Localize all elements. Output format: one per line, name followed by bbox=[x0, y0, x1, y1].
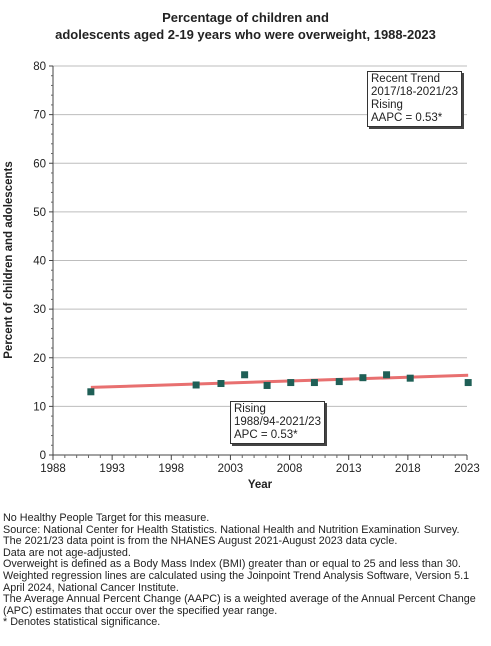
footnote: The Average Annual Percent Change (AAPC)… bbox=[3, 593, 476, 617]
trend-line-group bbox=[90, 373, 469, 389]
overall-trend-annotation: Rising 1988/94-2021/23 APC = 0.53* bbox=[230, 401, 325, 444]
y-axis-label: Percent of children and adolescents bbox=[3, 161, 15, 358]
footnote: * Denotes statistical significance. bbox=[3, 616, 161, 629]
data-point bbox=[217, 380, 225, 388]
y-tick-label: 40 bbox=[33, 256, 46, 268]
x-tick-label: 2003 bbox=[218, 463, 244, 475]
recent-trend-line-2: 2017/18-2021/23 bbox=[371, 86, 458, 98]
recent-trend-line-1: Recent Trend bbox=[371, 73, 441, 85]
chart-title-line-1: Percentage of children and bbox=[162, 10, 329, 25]
footnote: The 2021/23 data point is from the NHANE… bbox=[3, 535, 398, 548]
x-tick-label: 1988 bbox=[40, 463, 66, 475]
data-point bbox=[406, 374, 414, 382]
y-tick-label: 70 bbox=[33, 110, 46, 122]
data-point bbox=[383, 371, 391, 379]
x-axis-ticks: 1988 1993 1998 2003 2008 2013 2018 2023 bbox=[40, 455, 480, 475]
y-axis-ticks: 0 10 20 30 40 50 60 70 80 bbox=[33, 61, 53, 462]
x-tick-label: 2023 bbox=[454, 463, 480, 475]
footnote: Weighted regression lines are calculated… bbox=[3, 569, 470, 594]
data-point bbox=[87, 388, 95, 396]
y-tick-label: 20 bbox=[33, 353, 46, 365]
footnote: Data are not age-adjusted. bbox=[3, 546, 131, 559]
x-tick-label: 2008 bbox=[277, 463, 303, 475]
x-tick-label: 2013 bbox=[336, 463, 362, 475]
trend-line bbox=[90, 373, 469, 389]
footnote: Overweight is defined as a Body Mass Ind… bbox=[3, 558, 461, 571]
recent-trend-line-4: AAPC = 0.53* bbox=[371, 112, 443, 124]
recent-trend-annotation: Recent Trend 2017/18-2021/23 Rising AAPC… bbox=[367, 71, 462, 127]
x-axis-label: Year bbox=[248, 479, 273, 491]
data-point bbox=[464, 379, 472, 387]
data-point bbox=[310, 379, 318, 387]
data-point bbox=[263, 381, 271, 389]
data-point bbox=[287, 379, 295, 387]
x-tick-label: 2018 bbox=[395, 463, 421, 475]
recent-trend-line-3: Rising bbox=[371, 99, 403, 111]
data-point bbox=[241, 371, 249, 379]
footnote: Source: National Center for Health Stati… bbox=[3, 523, 460, 536]
y-tick-label: 60 bbox=[33, 158, 46, 170]
footnotes: No Healthy People Target for this measur… bbox=[3, 512, 488, 629]
overall-trend-line-2: 1988/94-2021/23 bbox=[234, 416, 321, 428]
data-point bbox=[192, 381, 200, 389]
chart-title: Percentage of children and adolescents a… bbox=[0, 9, 491, 43]
chart-svg: 0 10 20 30 40 50 60 70 80 1988 1993 1998 2003 2008 20… bbox=[3, 61, 480, 491]
y-tick-label: 0 bbox=[40, 450, 46, 462]
y-tick-label: 10 bbox=[33, 401, 46, 413]
overall-trend-line-3: APC = 0.53* bbox=[234, 429, 298, 441]
y-tick-label: 80 bbox=[33, 61, 46, 73]
x-tick-label: 1998 bbox=[158, 463, 184, 475]
x-tick-label: 1993 bbox=[99, 463, 125, 475]
y-tick-label: 30 bbox=[33, 304, 46, 316]
y-tick-label: 50 bbox=[33, 207, 46, 219]
chart-title-line-2: adolescents aged 2-19 years who were ove… bbox=[55, 27, 436, 42]
footnote: No Healthy People Target for this measur… bbox=[3, 512, 210, 524]
overall-trend-line-1: Rising bbox=[234, 403, 266, 415]
data-point bbox=[335, 378, 343, 386]
data-point bbox=[359, 374, 367, 382]
data-points bbox=[87, 371, 472, 396]
